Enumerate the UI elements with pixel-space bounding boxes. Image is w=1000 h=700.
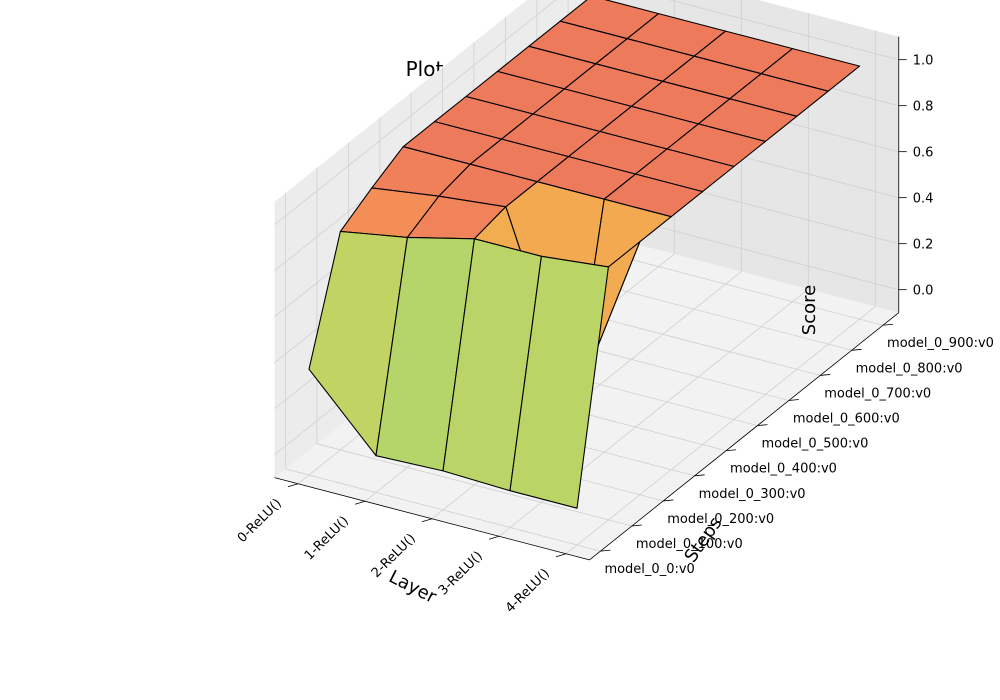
y-tick-label: model_0_0:v0: [604, 562, 694, 577]
y-tick: [757, 424, 768, 427]
z-tick-label: 0.6: [913, 146, 934, 161]
x-tick: [287, 483, 299, 488]
grid-line-score: [274, 0, 899, 226]
y-tick-label: model_0_100:v0: [636, 537, 743, 552]
x-tick: [488, 535, 500, 540]
x-tick: [354, 500, 366, 505]
z-tick-label: 0.8: [913, 100, 934, 115]
y-tick: [600, 549, 611, 552]
z-tick-label: 0.4: [913, 192, 934, 207]
y-tick: [788, 399, 799, 401]
z-tick-label: 0.2: [913, 238, 934, 253]
x-tick: [421, 518, 433, 523]
grid-line-step: [285, 192, 601, 552]
z-axis-label: Score: [799, 285, 820, 335]
y-tick-label: model_0_800:v0: [856, 361, 963, 376]
y-tick: [851, 348, 862, 351]
y-axis-line: [589, 312, 899, 561]
y-tick-label: model_0_700:v0: [824, 386, 931, 401]
x-tick-label: 3-ReLU(): [436, 549, 486, 599]
x-tick: [555, 553, 567, 558]
x-axis-label: Layer: [385, 566, 440, 608]
y-tick-label: model_0_900:v0: [887, 336, 994, 351]
y-tick: [820, 374, 831, 376]
y-tick: [726, 449, 737, 452]
x-tick-label: 1-ReLU(): [302, 514, 352, 564]
y-tick-label: model_0_400:v0: [730, 462, 837, 477]
y-tick-label: model_0_200:v0: [667, 512, 774, 527]
y-tick: [883, 323, 894, 326]
y-tick: [663, 499, 674, 502]
z-tick-label: 0.0: [913, 284, 934, 299]
y-tick-label: model_0_500:v0: [761, 437, 868, 452]
y-tick: [631, 524, 642, 527]
y-tick-label: model_0_300:v0: [699, 487, 806, 502]
grid-line-step: [316, 167, 633, 527]
z-tick-label: 1.0: [913, 54, 934, 69]
surface-face: [509, 255, 609, 509]
x-tick-label: 0-ReLU(): [235, 496, 285, 546]
x-tick-label: 4-ReLU(): [503, 566, 553, 616]
grid-line-layer: [565, 30, 876, 555]
y-tick-label: model_0_600:v0: [793, 412, 900, 427]
surface: [308, 0, 861, 509]
y-tick: [694, 474, 705, 477]
